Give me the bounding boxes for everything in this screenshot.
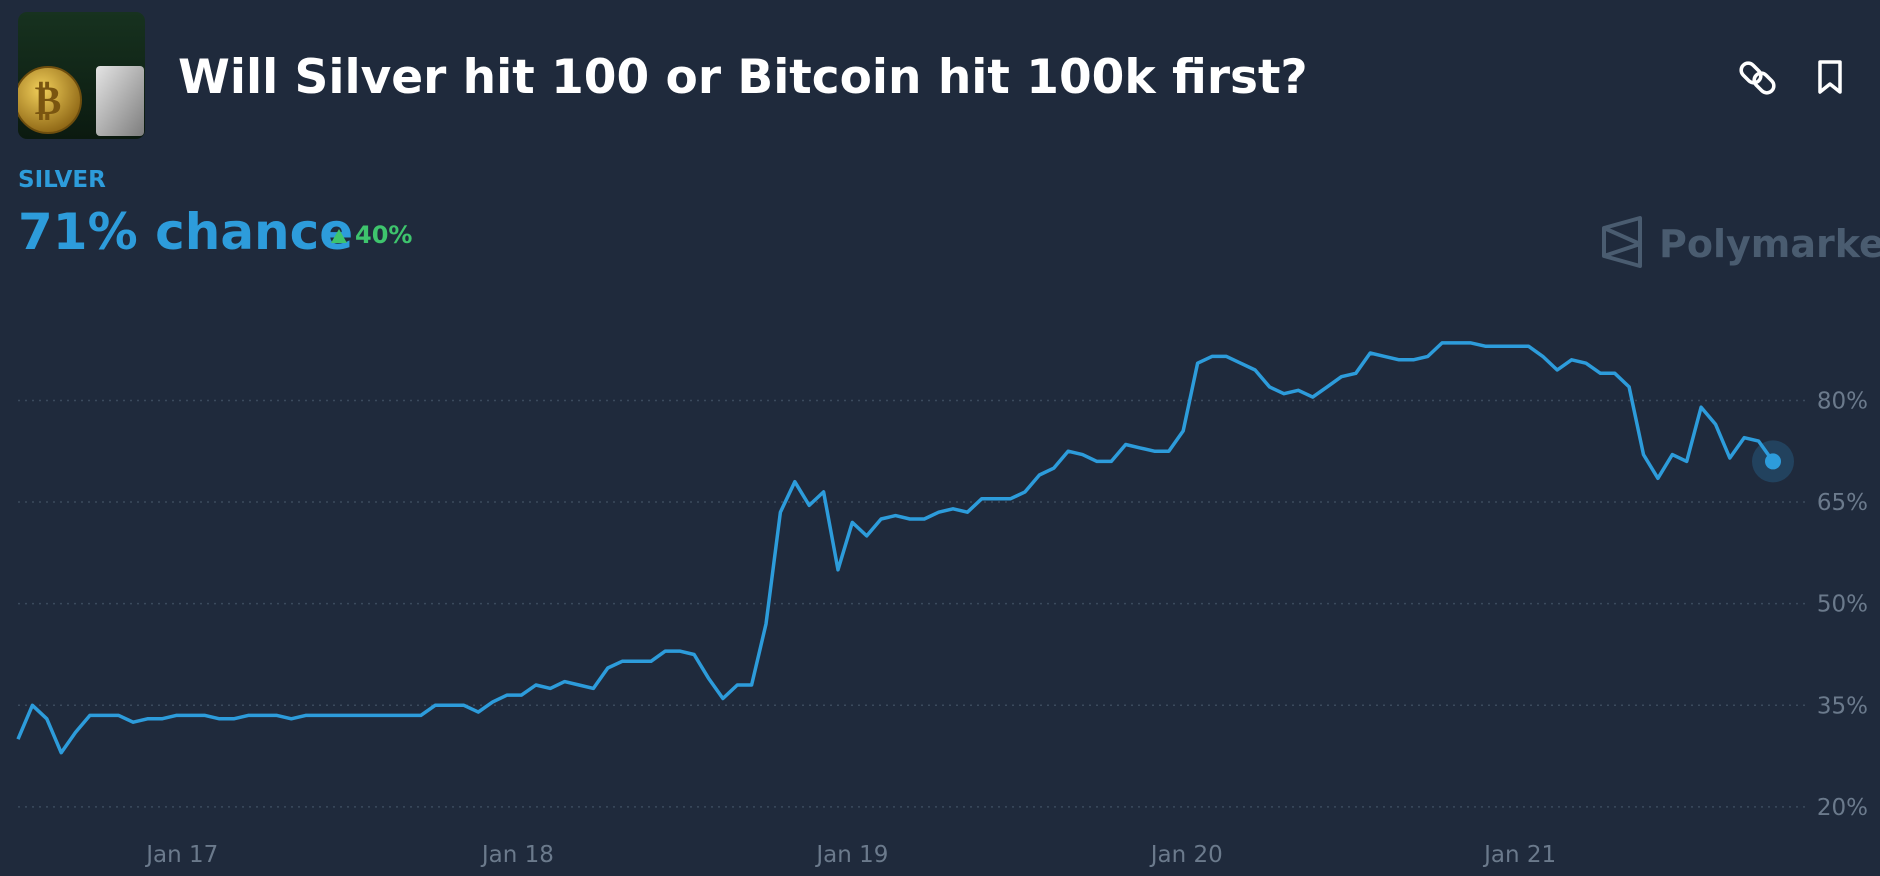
x-tick-label: Jan 18 [480, 842, 554, 868]
brand: Polymarket [1659, 222, 1880, 266]
y-tick-label: 65% [1817, 490, 1868, 516]
chance: 71% chance [18, 203, 353, 261]
x-tick-label: Jan 20 [1149, 842, 1223, 868]
market-thumbnail: ₿ [18, 12, 145, 139]
x-tick-label: Jan 21 [1482, 842, 1556, 868]
series-line [16, 341, 1775, 755]
end-dot [1765, 453, 1781, 470]
svg-text:₿: ₿ [35, 77, 62, 124]
brand-logo [1602, 216, 1642, 268]
y-tick-label: 80% [1817, 388, 1868, 414]
market-title: Will Silver hit 100 or Bitcoin hit 100k … [178, 50, 1308, 105]
y-tick-label: 20% [1817, 795, 1868, 821]
change: 40% [355, 221, 412, 249]
change-arrow [331, 229, 347, 243]
bookmark-button[interactable] [1818, 60, 1842, 94]
outcome-label: SILVER [18, 167, 106, 193]
y-tick-label: 35% [1817, 693, 1868, 719]
x-tick-label: Jan 17 [144, 842, 218, 868]
x-tick-label: Jan 19 [814, 842, 888, 868]
copy-link-button[interactable] [1738, 60, 1776, 95]
y-tick-label: 50% [1817, 592, 1868, 618]
